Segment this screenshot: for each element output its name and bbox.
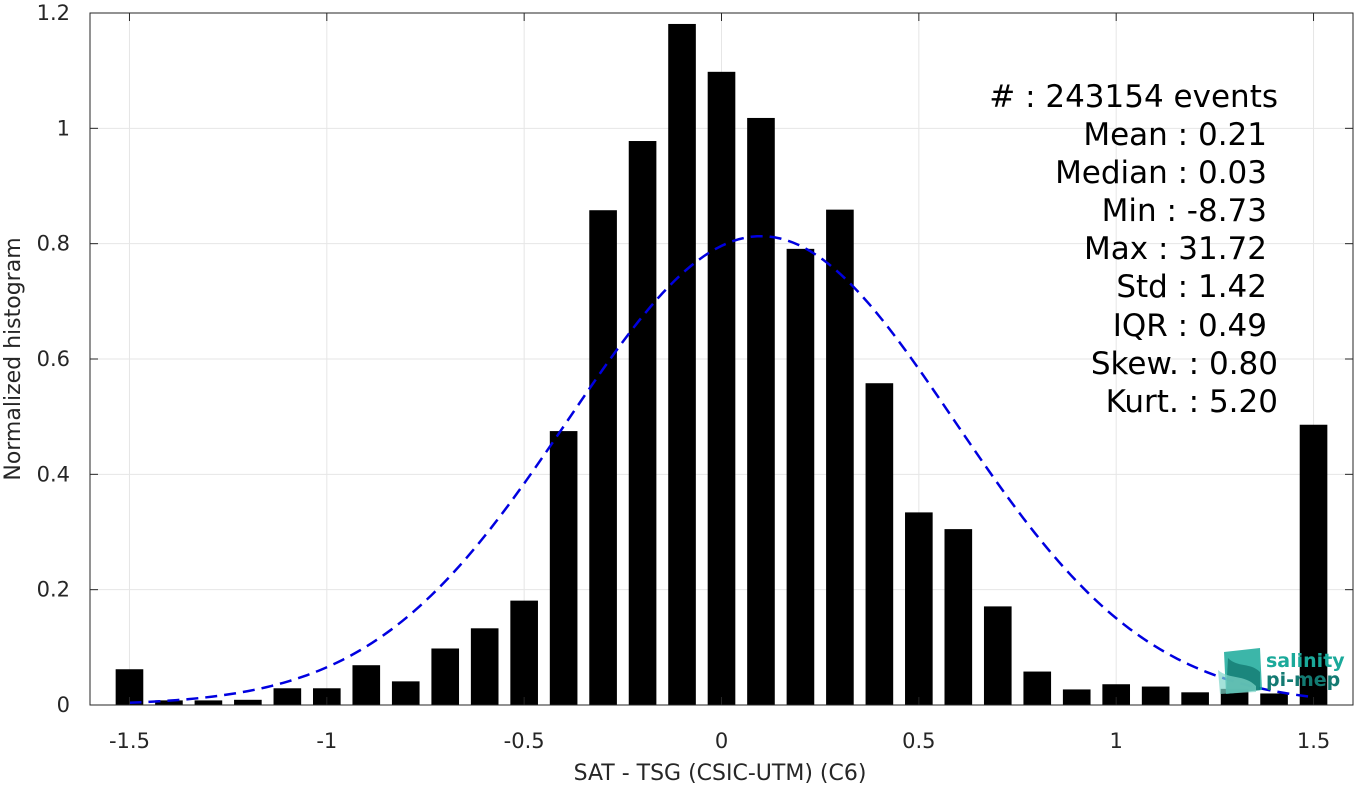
histogram-bar [1181,692,1209,705]
histogram-bar [234,699,262,705]
histogram-bar [707,71,736,705]
stats-iqr: IQR : 0.49 [1113,308,1267,344]
x-tick-label: -0.5 [504,729,545,753]
y-tick-label: 0 [57,693,70,717]
wave-logo-icon [1218,648,1262,694]
histogram-bar [589,210,617,705]
histogram-bar [944,529,973,705]
x-tick-label: 1.5 [1297,729,1330,753]
stats-skew: Skew. : 0.80 [1091,346,1278,382]
salinity-pi-mep-logo: salinity pi-mep [1218,648,1345,694]
stats-std: Std : 1.42 [1116,269,1267,305]
histogram-bar [312,688,341,705]
histogram-bar [786,248,815,705]
logo-text-pimep: pi-mep [1266,669,1340,691]
stats-mean: Mean : 0.21 [1083,117,1267,153]
histogram-bar [431,648,460,705]
histogram-bar [1062,689,1091,705]
histogram-bar [1260,693,1288,705]
x-tick-label: 0.5 [902,729,935,753]
histogram-bar [747,117,775,706]
histogram-bar [1299,424,1328,705]
statistics-panel: # : 243154 events Mean : 0.21 Median : 0… [989,79,1278,420]
y-axis-label: Normalized histogram [1,237,26,480]
histogram-bar [668,23,696,706]
logo-text-salinity: salinity [1266,650,1345,672]
y-tick-labels: 0 0.2 0.4 0.6 0.8 1 1.2 [37,1,70,717]
stats-min: Min : -8.73 [1102,193,1267,229]
stats-median: Median : 0.03 [1055,155,1267,191]
y-tick-label: 1.2 [37,1,70,25]
histogram-bar [194,700,223,705]
y-tick-label: 0.8 [37,232,70,256]
histogram-bar [510,600,538,705]
histogram-bar [273,688,302,705]
histogram-bar [549,431,578,705]
histogram-bar [391,681,420,705]
y-tick-label: 1 [57,116,70,140]
gaussian-fit-curve [129,234,1314,704]
histogram-bar [352,665,381,705]
stats-max: Max : 31.72 [1084,231,1267,267]
histogram-bar [826,209,854,706]
y-tick-label: 0.6 [37,347,70,371]
stats-kurt: Kurt. : 5.20 [1106,384,1278,420]
histogram-bar [1141,686,1170,705]
histogram-bar [865,383,894,705]
histogram-bar [470,628,499,705]
x-tick-label: -1.5 [109,729,150,753]
histogram-bar [628,141,657,705]
x-axis-label: SAT - TSG (CSIC-UTM) (C6) [574,761,867,785]
histogram-bar [1023,671,1052,705]
histogram-bar [983,606,1012,705]
x-tick-label: 0 [715,729,728,753]
x-tick-label: 1 [1110,729,1123,753]
histogram-bar [1102,684,1131,705]
stats-events: # : 243154 events [989,79,1278,115]
axis-ticks [90,12,1353,706]
x-tick-label: -1 [316,729,337,753]
y-tick-label: 0.4 [37,462,70,486]
histogram-bar [155,700,183,705]
y-tick-label: 0.2 [37,578,70,602]
histogram-bar [905,512,933,705]
histogram-bars [115,23,1328,706]
x-tick-labels: -1.5 -1 -0.5 0 0.5 1 1.5 [109,729,1330,753]
